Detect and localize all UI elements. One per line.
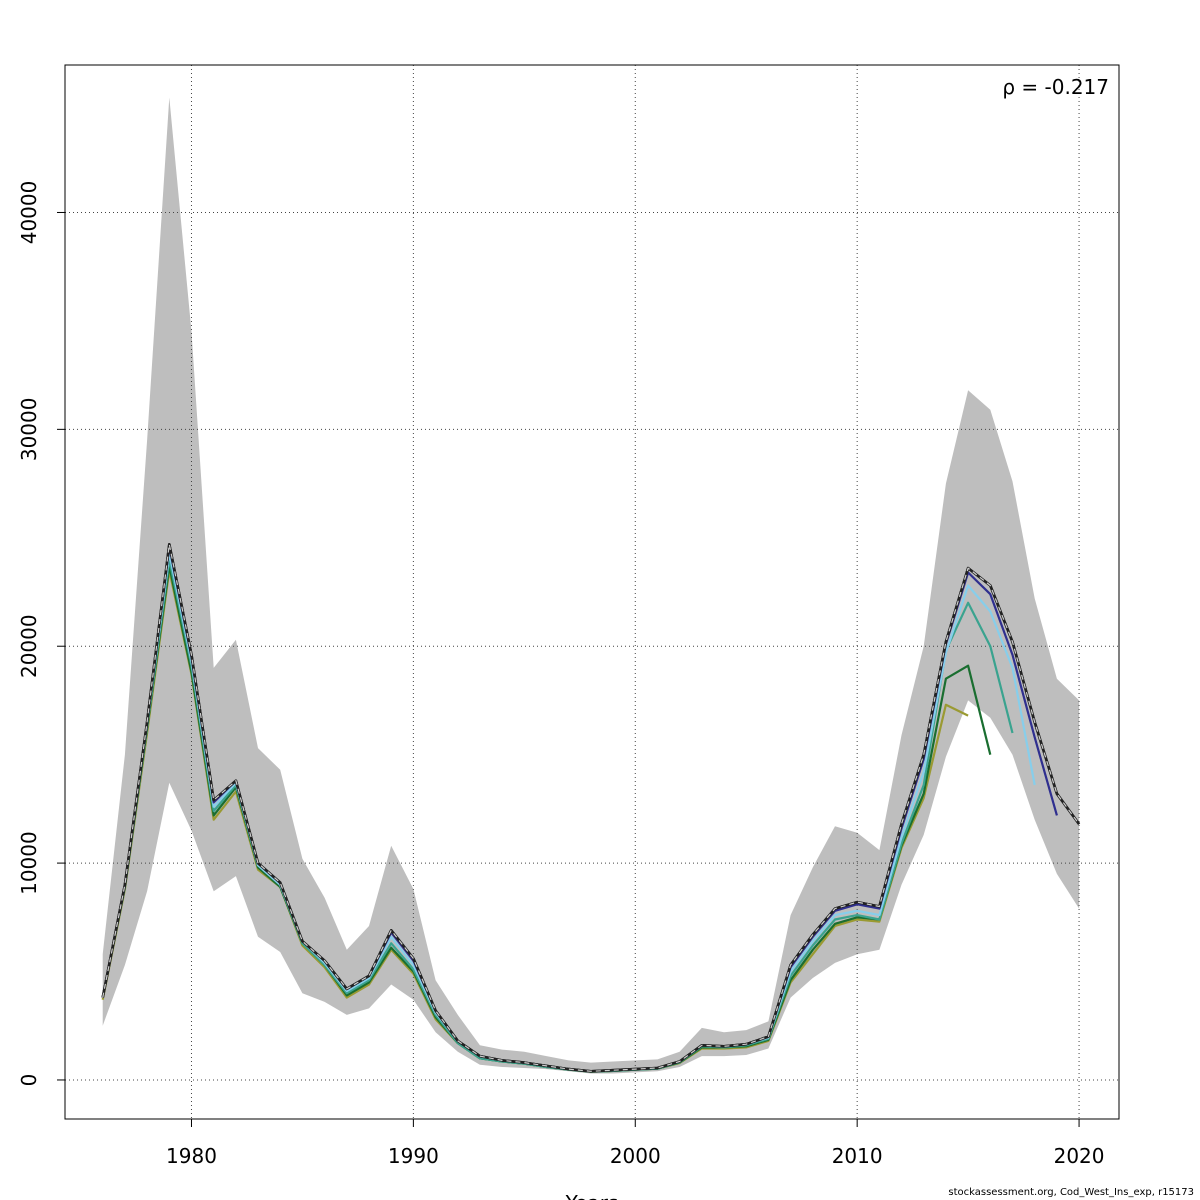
- reference-series-line: [102, 543, 1080, 1072]
- y-tick-label: 40000: [17, 181, 41, 245]
- y-tick-label: 30000: [17, 398, 41, 462]
- x-tick-label: 2020: [1054, 1144, 1105, 1168]
- y-tick-label: 0: [17, 1074, 41, 1087]
- plot-frame: [64, 64, 1120, 1120]
- credit-footer: stockassessment.org, Cod_West_Ins_exp, r…: [948, 1187, 1194, 1198]
- axis-layer: 1980 1990 2000 2010 2020 0 10000 20000 30000 4000…: [17, 181, 1105, 1168]
- y-tick-label: 10000: [17, 831, 41, 895]
- y-tick-label: 20000: [17, 614, 41, 678]
- series-layer: [101, 542, 1081, 1073]
- x-tick-label: 2010: [832, 1144, 883, 1168]
- x-tick-label: 1990: [388, 1144, 439, 1168]
- confidence-band: [102, 97, 1080, 1074]
- x-axis-title: Years: [565, 1191, 619, 1200]
- x-tick-label: 2000: [610, 1144, 661, 1168]
- rho-annotation: ρ = -0.217: [1002, 75, 1109, 99]
- confidence-band-layer: [102, 97, 1080, 1074]
- x-tick-label: 1980: [166, 1144, 217, 1168]
